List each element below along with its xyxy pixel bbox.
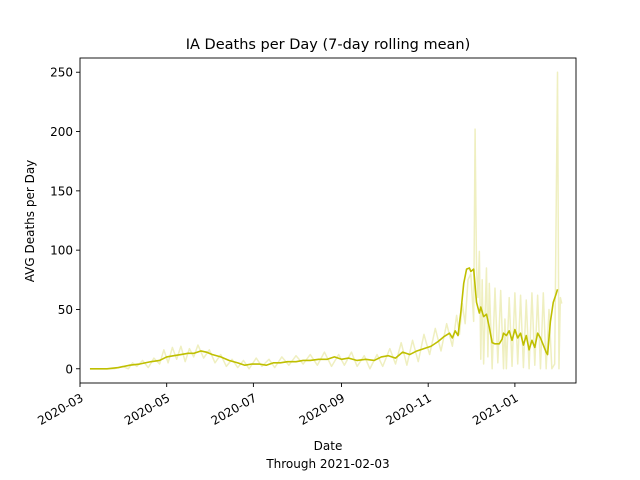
y-tick-label: 250 [50, 66, 73, 80]
x-tick-label: 2020-05 [122, 391, 172, 428]
chart-title: IA Deaths per Day (7-day rolling mean) [186, 37, 471, 53]
x-tick-label: 2020-07 [209, 391, 259, 428]
y-tick-label: 200 [50, 125, 73, 139]
x-tick-label: 2020-09 [297, 391, 347, 428]
y-tick-label: 150 [50, 184, 73, 198]
series-line-rolling-mean [89, 267, 559, 370]
plot-area [79, 57, 577, 384]
y-axis-label: AVG Deaths per Day [23, 160, 37, 283]
x-axis-sublabel: Through 2021-02-03 [265, 457, 389, 471]
x-tick-label: 2020-03 [35, 391, 85, 428]
x-tick-label: 2021-01 [470, 391, 520, 428]
x-tick-label: 2020-11 [383, 391, 433, 428]
y-tick-label: 50 [58, 303, 73, 317]
y-tick-label: 0 [65, 362, 73, 376]
x-axis: 2020-03 2020-05 2020-07 2020-09 2020-11 2021-… [35, 383, 521, 428]
series-layer [89, 71, 563, 370]
y-tick-label: 100 [50, 244, 73, 258]
plot-frame [79, 57, 577, 384]
y-axis: 0 50 100 150 200 250 [50, 66, 80, 376]
x-axis-label: Date [314, 439, 343, 453]
